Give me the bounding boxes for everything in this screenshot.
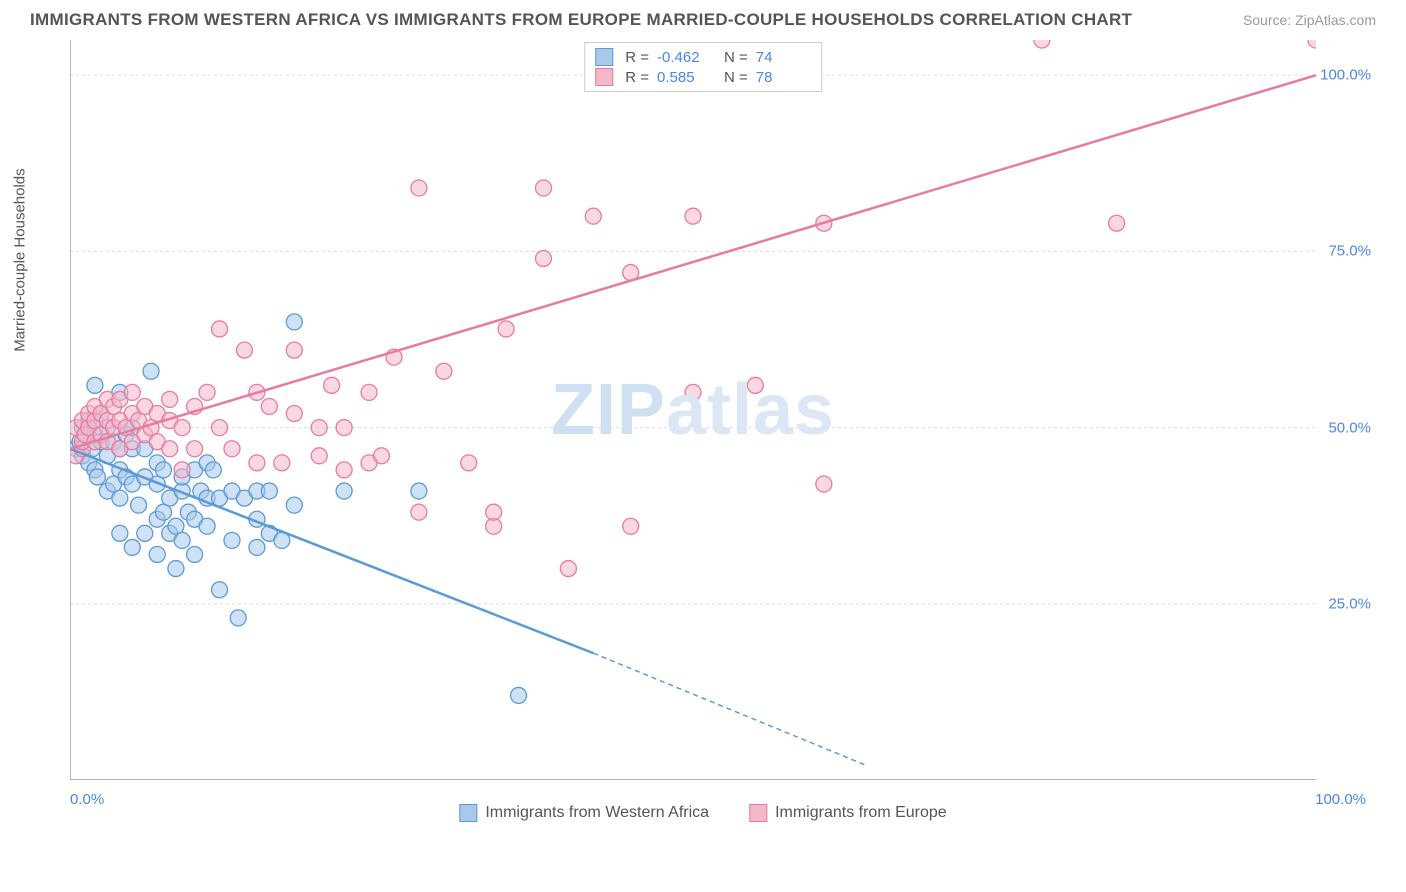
- n-value: 78: [756, 69, 811, 86]
- swatch-icon: [595, 68, 613, 86]
- legend-item-series-2[interactable]: Immigrants from Europe: [749, 804, 947, 822]
- source-link[interactable]: Source: ZipAtlas.com: [1243, 12, 1376, 28]
- chart-svg: [70, 40, 1316, 780]
- r-value: -0.462: [657, 49, 712, 66]
- series-legend: Immigrants from Western Africa Immigrant…: [459, 804, 946, 822]
- legend-label: Immigrants from Europe: [775, 804, 947, 822]
- n-label: N =: [724, 49, 748, 66]
- x-origin-label: 0.0%: [70, 791, 104, 808]
- chart-canvas: ZIPatlas 25.0%50.0%75.0%100.0%: [70, 40, 1316, 780]
- y-axis-label: Married-couple Households: [12, 168, 29, 351]
- plot-area: Married-couple Households ZIPatlas 25.0%…: [30, 40, 1376, 830]
- legend-row-series-1: R = -0.462 N = 74: [595, 47, 811, 67]
- r-value: 0.585: [657, 69, 712, 86]
- legend-item-series-1[interactable]: Immigrants from Western Africa: [459, 804, 709, 822]
- chart-title: IMMIGRANTS FROM WESTERN AFRICA VS IMMIGR…: [30, 10, 1132, 30]
- legend-label: Immigrants from Western Africa: [485, 804, 709, 822]
- legend-row-series-2: R = 0.585 N = 78: [595, 67, 811, 87]
- y-tick-label: 75.0%: [1328, 243, 1371, 260]
- correlation-legend: R = -0.462 N = 74 R = 0.585 N = 78: [584, 42, 822, 92]
- r-label: R =: [625, 69, 649, 86]
- chart-container: IMMIGRANTS FROM WESTERN AFRICA VS IMMIGR…: [0, 0, 1406, 892]
- r-label: R =: [625, 49, 649, 66]
- y-tick-label: 50.0%: [1328, 419, 1371, 436]
- swatch-icon: [459, 804, 477, 822]
- x-max-label: 100.0%: [1315, 791, 1366, 808]
- swatch-icon: [595, 48, 613, 66]
- y-tick-label: 100.0%: [1320, 67, 1371, 84]
- header: IMMIGRANTS FROM WESTERN AFRICA VS IMMIGR…: [30, 10, 1376, 35]
- swatch-icon: [749, 804, 767, 822]
- y-tick-label: 25.0%: [1328, 595, 1371, 612]
- n-value: 74: [756, 49, 811, 66]
- n-label: N =: [724, 69, 748, 86]
